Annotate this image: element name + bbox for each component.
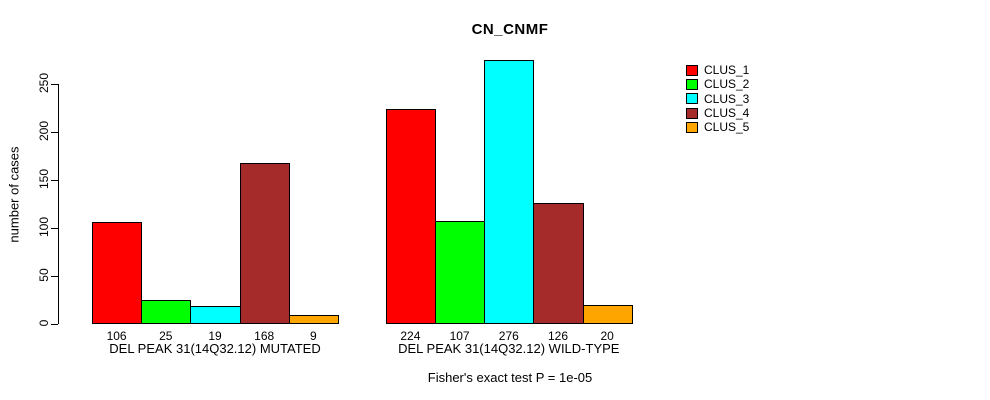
bar-value-label: 25 (159, 329, 173, 343)
legend-item-clus_5: CLUS_5 (686, 120, 749, 134)
legend-label: CLUS_5 (704, 120, 750, 135)
legend-swatch-icon (686, 121, 698, 133)
legend-label: CLUS_4 (704, 106, 750, 121)
y-axis-tick (51, 275, 58, 277)
y-axis-tick (51, 227, 58, 229)
legend-item-clus_3: CLUS_3 (686, 92, 749, 106)
legend-item-clus_2: CLUS_2 (686, 77, 749, 91)
legend-swatch-icon (686, 64, 698, 76)
annotation-text: Fisher's exact test P = 1e-05 (427, 370, 593, 385)
bar-clus_2-group1 (141, 299, 192, 324)
bar-value-label: 20 (600, 329, 614, 343)
legend-label: CLUS_2 (704, 77, 750, 92)
legend-label: CLUS_1 (704, 63, 750, 78)
y-axis-line (58, 83, 59, 325)
x-group-label: DEL PEAK 31(14Q32.12) MUTATED (109, 341, 321, 356)
legend-item-clus_4: CLUS_4 (686, 106, 749, 120)
bar-clus_2-group2 (435, 220, 486, 324)
bar-clus_5-group1 (288, 314, 339, 324)
bar-value-label: 106 (106, 329, 127, 343)
chart-title: CN_CNMF (471, 21, 549, 38)
y-axis-tick (51, 179, 58, 181)
bar-value-label: 126 (547, 329, 569, 343)
legend: CLUS_1 CLUS_2 CLUS_3 CLUS_4 CLUS_5 (686, 63, 749, 134)
bar-value-label: 9 (310, 329, 317, 343)
bar-clus_4-group2 (533, 202, 584, 324)
bar-value-label: 276 (498, 329, 519, 343)
bar-clus_3-group2 (484, 59, 535, 324)
bar-value-label: 168 (254, 329, 275, 343)
y-axis-tick-label: 250 (37, 72, 51, 93)
y-axis-tick (51, 83, 58, 85)
bar-value-label: 19 (208, 329, 222, 343)
bar-clus_1-group1 (92, 221, 143, 324)
legend-swatch-icon (686, 107, 698, 119)
bar-value-label: 224 (400, 329, 421, 343)
y-axis-label: number of cases (6, 146, 22, 243)
legend-swatch-icon (686, 93, 698, 105)
bar-value-label: 107 (449, 329, 470, 343)
y-axis-tick (51, 131, 58, 133)
legend-label: CLUS_3 (704, 91, 750, 106)
bar-clus_5-group2 (582, 304, 633, 324)
legend-swatch-icon (686, 78, 698, 90)
legend-item-clus_1: CLUS_1 (686, 63, 749, 77)
y-axis-tick (51, 323, 58, 325)
x-group-label: DEL PEAK 31(14Q32.12) WILD-TYPE (398, 341, 620, 356)
bar-clus_3-group1 (190, 305, 241, 324)
bar-clus_4-group1 (239, 162, 290, 324)
bar-clus_1-group2 (385, 108, 436, 324)
